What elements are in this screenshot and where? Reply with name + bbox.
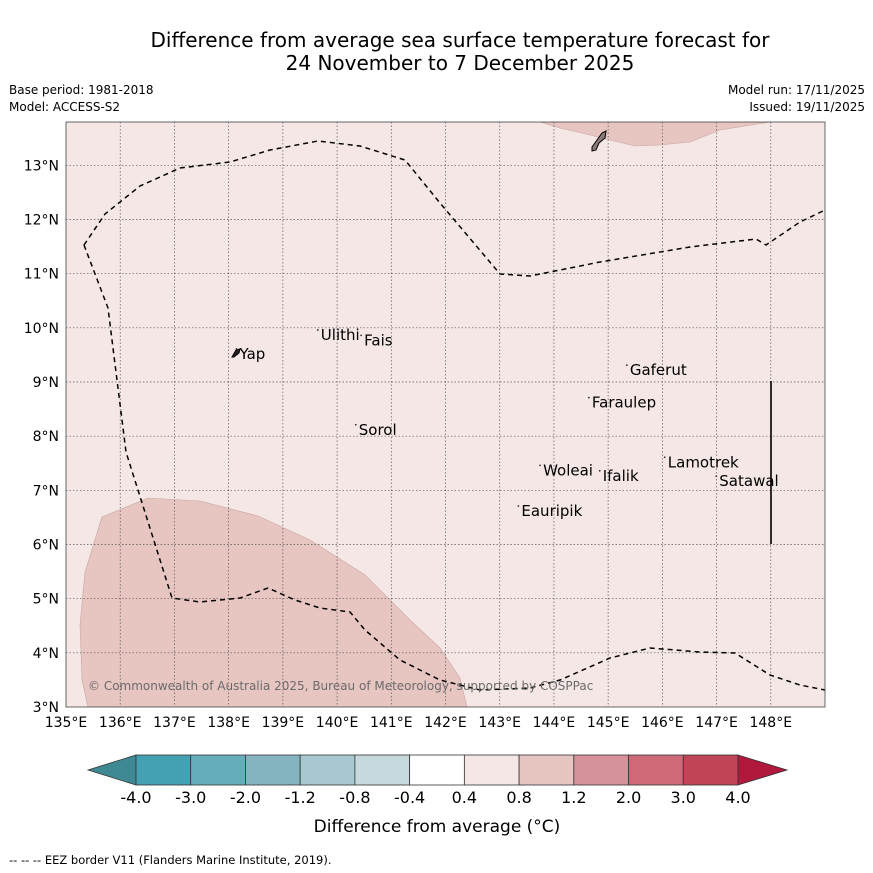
colorbar-segment [135,754,192,786]
place-label-satawal: Satawal [719,472,778,490]
lon-tick-label: 136°E [99,715,142,731]
colorbar-tick-labels: -4.0 -3.0 -2.0 -1.2 -0.8 -0.4 0.4 0.8 1.2 2.0 3.0 4… [120,788,750,807]
place-label-fais: Fais [364,331,393,349]
lat-tick-label: 13°N [24,158,59,174]
yap-island [231,348,241,358]
place-label-ulithi: Ulithi [321,326,360,344]
lon-tick-label: 144°E [533,715,576,731]
colorbar-tick-label: -0.4 [394,788,425,807]
lon-tick-label: 135°E [45,715,88,731]
place-marker [316,329,319,331]
place-marker [539,464,541,467]
map-title-line2: 24 November to 7 December 2025 [285,51,635,75]
eez-border-north [83,140,825,277]
lat-tick-label: 9°N [33,375,59,391]
lat-tick-label: 4°N [33,646,59,662]
base-period: Base period: 1981-2018 [9,83,154,97]
lat-tick-label: 11°N [24,267,59,283]
lat-tick-label: 10°N [24,321,59,337]
place-marker [625,364,628,367]
place-marker [517,505,520,507]
colorbar-tick-label: 2.0 [616,788,641,807]
colorbar-tick-label: 4.0 [725,788,750,807]
place-label-faraulep: Faraulep [592,394,656,412]
longitude-tick-labels: 135°E 136°E 137°E 138°E 139°E 140°E 141°E 142°E… [45,715,792,731]
colorbar-extend-low [86,754,137,786]
colorbar-segment [190,754,246,786]
lon-tick-label: 139°E [262,715,305,731]
lat-tick-label: 6°N [33,538,59,554]
lon-tick-label: 148°E [749,715,792,731]
place-label-gaferut: Gaferut [630,361,687,379]
map-area: © Commonwealth of Australia 2025, Bureau… [66,122,825,707]
place-marker [354,423,357,426]
lon-tick-label: 138°E [207,715,250,731]
place-label-woleai: Woleai [543,461,593,479]
colorbar-tick-label: -4.0 [120,788,151,807]
colorbar-segment [354,754,411,786]
colorbar-segment [573,754,629,786]
colorbar-tick-label: 1.2 [561,788,586,807]
graticule [66,122,825,707]
lon-tick-label: 141°E [370,715,413,731]
model-run: Model run: 17/11/2025 [727,83,865,97]
place-marker [235,348,238,350]
colorbar-tick-label: 0.4 [452,788,477,807]
latitude-tick-labels: 3°N 4°N 5°N 6°N 7°N 8°N 9°N 10°N 11°N 12°N 13°N [24,158,59,716]
colorbar-label: Difference from average (°C) [314,817,561,837]
colorbar-extend-high [737,754,789,786]
place-label-eauripik: Eauripik [521,502,582,520]
colorbar-segment [518,754,575,786]
colorbar-tick-label: -3.0 [175,788,206,807]
eez-source-note: -- -- -- EEZ border V11 (Flanders Marine… [9,853,332,867]
colorbar-tick-label: -0.8 [339,788,370,807]
lat-tick-label: 3°N [33,700,59,716]
colorbar-segment [628,754,684,786]
place-label-yap: Yap [238,345,265,363]
lon-tick-label: 143°E [478,715,521,731]
colorbar-tick-label: 0.8 [506,788,531,807]
colorbar-tick-label: -2.0 [230,788,261,807]
colorbar [86,754,789,786]
warm-anomaly-patch-southwest [79,497,468,707]
place-label-ifalik: Ifalik [603,467,639,485]
place-marker [598,469,601,472]
place-marker [360,334,363,337]
colorbar-segment [409,754,465,786]
copyright-notice: © Commonwealth of Australia 2025, Bureau… [88,679,593,693]
place-label-sorol: Sorol [359,421,397,439]
lat-tick-label: 5°N [33,592,59,608]
place-marker [587,396,590,399]
map-title-line1: Difference from average sea surface temp… [150,28,770,52]
lon-tick-label: 137°E [153,715,196,731]
warm-anomaly-patch-north [539,122,771,147]
lon-tick-label: 146°E [641,715,684,731]
lon-tick-label: 147°E [695,715,738,731]
issued-date: Issued: 19/11/2025 [749,100,865,114]
colorbar-segment [299,754,356,786]
colorbar-segment [682,754,739,786]
colorbar-segment [245,754,301,786]
lon-tick-label: 145°E [587,715,630,731]
map-frame [65,121,826,708]
place-labels: Yap Ulithi Fais Sorol Gaferut Faraulep Woleai I… [235,326,779,520]
lat-tick-label: 8°N [33,429,59,445]
lat-tick-label: 7°N [33,483,59,499]
place-label-lamotrek: Lamotrek [668,453,739,471]
colorbar-tick-label: -1.2 [285,788,316,807]
lon-tick-label: 142°E [424,715,467,731]
lon-tick-label: 140°E [316,715,359,731]
model-name: Model: ACCESS-S2 [9,100,121,114]
place-marker [663,456,666,459]
colorbar-tick-label: 3.0 [671,788,696,807]
guam-island [591,130,607,152]
place-marker [715,475,718,478]
colorbar-segment [463,754,520,786]
lat-tick-label: 12°N [24,213,59,229]
